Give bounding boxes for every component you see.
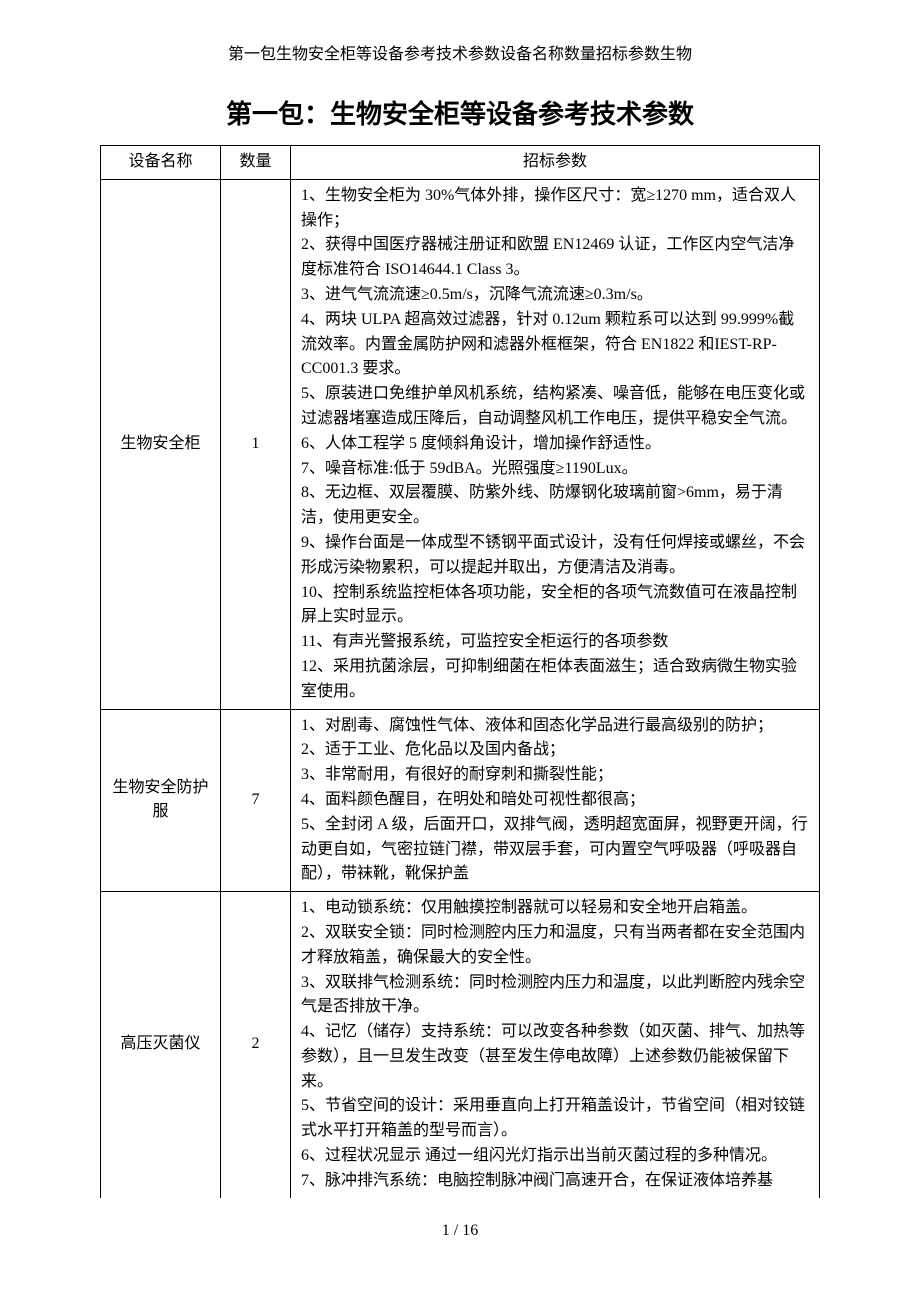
col-header-qty: 数量 <box>221 146 291 180</box>
cell-quantity: 1 <box>221 179 291 709</box>
page-number: 1 / 16 <box>100 1222 820 1240</box>
col-header-spec: 招标参数 <box>291 146 820 180</box>
table-header-row: 设备名称 数量 招标参数 <box>101 146 820 180</box>
spec-table: 设备名称 数量 招标参数 生物安全柜11、生物安全柜为 30%气体外排，操作区尺… <box>100 145 820 1198</box>
cell-equipment-name: 生物安全柜 <box>101 179 221 709</box>
col-header-name: 设备名称 <box>101 146 221 180</box>
running-header: 第一包生物安全柜等设备参考技术参数设备名称数量招标参数生物 <box>100 40 820 64</box>
document-page: 第一包生物安全柜等设备参考技术参数设备名称数量招标参数生物 第一包：生物安全柜等… <box>0 0 920 1260</box>
table-row: 高压灭菌仪21、电动锁系统：仅用触摸控制器就可以轻易和安全地开启箱盖。2、双联安… <box>101 892 820 1198</box>
cell-spec: 1、对剧毒、腐蚀性气体、液体和固态化学品进行最高级别的防护；2、适于工业、危化品… <box>291 709 820 892</box>
cell-spec: 1、电动锁系统：仅用触摸控制器就可以轻易和安全地开启箱盖。2、双联安全锁：同时检… <box>291 892 820 1198</box>
table-row: 生物安全防护服71、对剧毒、腐蚀性气体、液体和固态化学品进行最高级别的防护；2、… <box>101 709 820 892</box>
table-row: 生物安全柜11、生物安全柜为 30%气体外排，操作区尺寸：宽≥1270 mm，适… <box>101 179 820 709</box>
cell-quantity: 7 <box>221 709 291 892</box>
cell-quantity: 2 <box>221 892 291 1198</box>
cell-spec: 1、生物安全柜为 30%气体外排，操作区尺寸：宽≥1270 mm，适合双人操作；… <box>291 179 820 709</box>
cell-equipment-name: 高压灭菌仪 <box>101 892 221 1198</box>
cell-equipment-name: 生物安全防护服 <box>101 709 221 892</box>
document-title: 第一包：生物安全柜等设备参考技术参数 <box>100 94 820 131</box>
